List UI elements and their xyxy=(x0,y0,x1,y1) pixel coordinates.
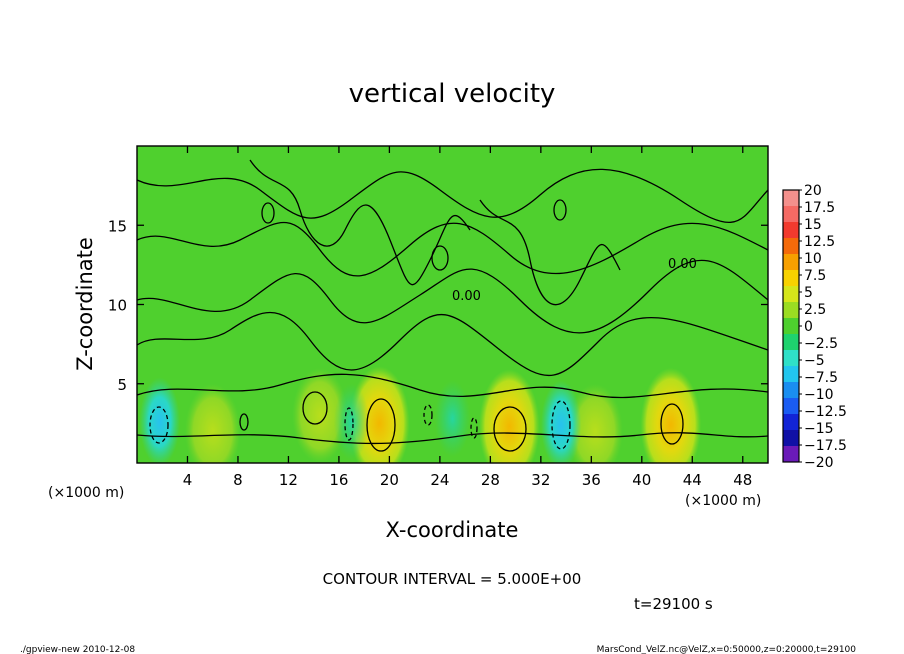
colorbar-label: 12.5 xyxy=(804,234,835,250)
colorbar-label: 10 xyxy=(804,251,822,267)
colorbar-swatch xyxy=(783,350,799,367)
colorbar-label: −17.5 xyxy=(804,438,847,454)
chart-title: vertical velocity xyxy=(349,79,556,109)
colorbar-label: 2.5 xyxy=(804,302,826,318)
colorbar-swatch xyxy=(783,430,799,447)
plot-area: 0.00 0.00 xyxy=(136,145,769,464)
colorbar-swatch xyxy=(783,334,799,351)
colorbar-swatch xyxy=(783,366,799,383)
colorbar-label: 5 xyxy=(804,285,813,301)
contour-ring xyxy=(261,202,275,224)
contour-line xyxy=(137,312,768,377)
contour-ring-negative xyxy=(551,400,571,450)
y-axis-label: Z-coordinate xyxy=(73,237,97,371)
contour-interval: CONTOUR INTERVAL = 5.000E+00 xyxy=(323,570,582,588)
contour-line xyxy=(137,222,768,277)
weak-updraft-region xyxy=(567,383,623,463)
y-tick-label: 5 xyxy=(117,376,127,394)
downdraft-region xyxy=(540,380,582,463)
x-tick-label: 28 xyxy=(481,471,500,489)
time-stamp: t=29100 s xyxy=(634,595,713,613)
y-tick-label: 10 xyxy=(108,297,127,315)
colorbar-label: −12.5 xyxy=(804,404,847,420)
colorbar-swatch xyxy=(783,222,799,239)
contour-line xyxy=(137,259,768,334)
colorbar-label: 7.5 xyxy=(804,268,826,284)
colorbar-label: 0 xyxy=(804,319,813,335)
contour-ring-negative xyxy=(149,406,169,444)
contour-ring-negative xyxy=(344,407,354,441)
colorbar-label: −7.5 xyxy=(804,370,838,386)
contour-ring xyxy=(493,406,527,452)
colorbar-label: −15 xyxy=(804,421,834,437)
x-axis-ticks: 4 8 12 16 20 24 28 32 36 40 44 48 xyxy=(183,146,752,489)
colorbar-swatch xyxy=(783,238,799,255)
contour-line xyxy=(137,373,768,399)
contour-line xyxy=(479,199,621,306)
x-tick-label: 8 xyxy=(233,471,243,489)
colorbar-label: 17.5 xyxy=(804,200,835,216)
colorbar-label: −2.5 xyxy=(804,336,838,352)
contour-ring xyxy=(553,199,567,221)
x-tick-label: 20 xyxy=(380,471,399,489)
colorbar-swatch xyxy=(783,206,799,223)
x-tick-label: 12 xyxy=(279,471,298,489)
contour-ring-negative xyxy=(423,404,433,426)
contour-ring xyxy=(431,245,449,271)
x-tick-label: 16 xyxy=(329,471,348,489)
colorbar: 2017.51512.5107.552.50−2.5−5−7.5−10−12.5… xyxy=(782,183,847,471)
contour-label: 0.00 xyxy=(668,257,697,272)
x-tick-label: 48 xyxy=(733,471,752,489)
colorbar-swatch xyxy=(783,254,799,271)
updraft-region xyxy=(640,367,702,463)
contour-lines xyxy=(137,159,768,452)
weak-updraft-region xyxy=(184,383,241,463)
x-unit-left: (×1000 m) xyxy=(48,485,124,501)
x-tick-label: 36 xyxy=(582,471,601,489)
colorbar-swatch xyxy=(783,270,799,287)
colorbar-swatch xyxy=(783,286,799,303)
colorbar-swatch xyxy=(783,318,799,335)
colorbar-swatch xyxy=(783,382,799,399)
colorbar-label: −20 xyxy=(804,455,834,471)
x-tick-label: 40 xyxy=(632,471,651,489)
x-tick-label: 24 xyxy=(430,471,449,489)
contour-line xyxy=(137,168,768,224)
footer-right: MarsCond_VelZ.nc@VelZ,x=0:50000,z=0:2000… xyxy=(597,645,857,654)
x-tick-label: 44 xyxy=(683,471,702,489)
colorbar-label: −5 xyxy=(804,353,825,369)
contour-ring xyxy=(239,413,249,431)
contour-ring-negative xyxy=(470,417,478,439)
x-axis-label: X-coordinate xyxy=(386,518,519,542)
x-tick-label: 4 xyxy=(183,471,193,489)
contour-line xyxy=(249,159,471,286)
colorbar-label: 15 xyxy=(804,217,822,233)
contour-ring xyxy=(302,391,328,425)
x-tick-label: 32 xyxy=(531,471,550,489)
colorbar-swatch xyxy=(783,446,799,463)
colorbar-swatch xyxy=(783,414,799,431)
weak-downdraft-region xyxy=(434,380,471,457)
updraft-region xyxy=(479,369,540,463)
colorbar-swatch xyxy=(783,398,799,415)
colorbar-label: 20 xyxy=(804,183,822,199)
colorbar-swatch xyxy=(783,190,799,207)
colorbar-swatch xyxy=(783,302,799,319)
x-unit-right: (×1000 m) xyxy=(685,493,761,509)
y-tick-label: 15 xyxy=(108,217,127,235)
contour-line xyxy=(137,432,768,445)
contour-ring xyxy=(660,403,684,445)
contour-label: 0.00 xyxy=(452,289,481,304)
y-axis-ticks: 5 10 15 xyxy=(108,217,768,394)
footer-left: ./gpview-new 2010-12-08 xyxy=(20,645,135,654)
weak-downdraft-region xyxy=(333,383,370,460)
downdraft-region xyxy=(139,377,180,463)
contour-ring xyxy=(366,398,396,452)
colorbar-label: −10 xyxy=(804,387,834,403)
